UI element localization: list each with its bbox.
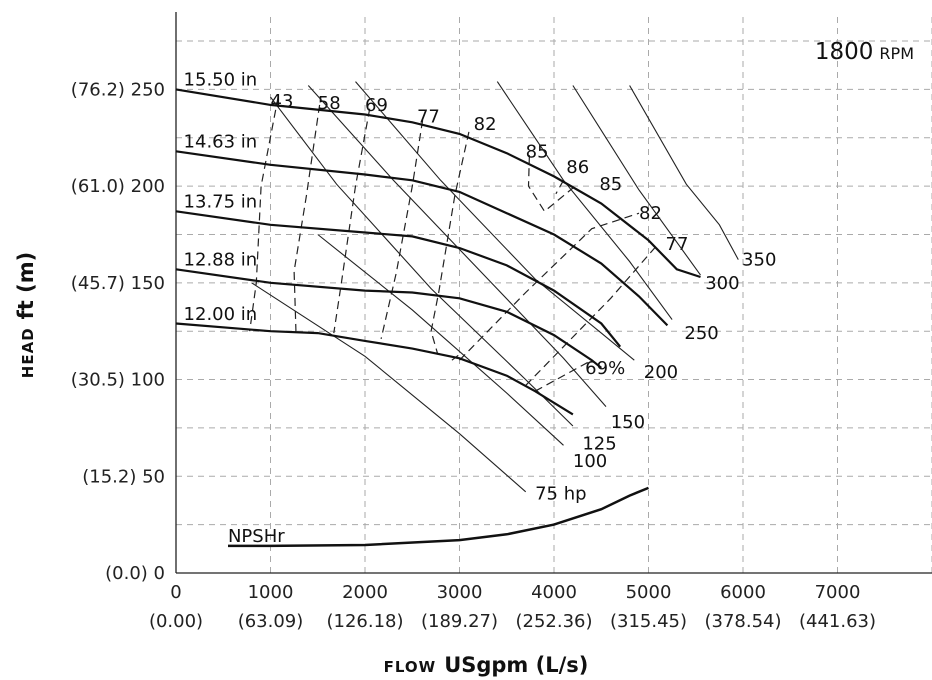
y-tick-label: (0.0) 0 (105, 563, 165, 584)
x-axis-title-units: USgpm (L/s) (444, 653, 588, 677)
y-tick-label: (76.2) 250 (71, 79, 165, 100)
power-curve-250 (496, 81, 673, 320)
x-tick-sublabel: (378.54) (704, 611, 781, 632)
x-tick-sublabel: (126.18) (326, 611, 403, 632)
x-tick-label: 7000 (815, 582, 861, 603)
speed-value: 1800 (815, 39, 874, 65)
power-label-250: 250 (684, 323, 718, 344)
y-tick-label: (45.7) 150 (71, 273, 165, 294)
x-tick-label: 0 (170, 582, 181, 603)
impeller-label-13-75-in: 13.75 in (184, 192, 258, 213)
power-curve-300 (572, 85, 701, 276)
power-curve-350 (629, 85, 739, 260)
power-curve-200 (355, 81, 635, 361)
npshr-label: NPSHr (228, 526, 285, 547)
efficiency-label-85: 85 (526, 141, 549, 162)
efficiency-curve-69 (534, 359, 593, 392)
power-curve-100 (317, 234, 564, 446)
impeller-curve-15-50-in (175, 88, 701, 279)
efficiency-curve-77 (380, 120, 424, 340)
power-label-125: 125 (582, 433, 616, 454)
y-axis-title: HEAD ft (m) (14, 252, 38, 378)
npshr-curve (228, 486, 649, 548)
y-tick-label: (15.2) 50 (82, 466, 165, 487)
impeller-curve-12-00-in (175, 322, 574, 416)
power-label-100: 100 (573, 451, 607, 472)
impeller-curve-13-75-in (175, 210, 622, 348)
x-tick-labels: 0 (0.00) 1000 (63.09) 2000 (126.18) 3000 (189.2… (149, 582, 876, 632)
efficiency-curve-58 (293, 104, 321, 334)
x-axis-title: FLOW USgpm (L/s) (384, 653, 589, 677)
speed-label: 1800 RPM (815, 39, 914, 65)
speed-unit: RPM (879, 44, 914, 63)
y-axis-title-units: ft (m) (14, 252, 38, 320)
power-curve-75-hp (251, 282, 527, 493)
power-label-300: 300 (705, 273, 739, 294)
power-label-350: 350 (742, 250, 776, 271)
x-tick-sublabel: (63.09) (238, 611, 304, 632)
y-tick-label: (61.0) 200 (71, 176, 165, 197)
efficiency-label-58: 58 (318, 93, 341, 114)
y-tick-labels: (0.0) 0 (15.2) 50 (30.5) 100 (45.7) 150 (61.… (71, 79, 165, 584)
efficiency-curve-82 (430, 131, 470, 355)
efficiency-label-85: 85 (599, 174, 622, 195)
x-tick-sublabel: (315.45) (610, 611, 687, 632)
efficiency-curve-77 (525, 243, 659, 386)
x-axis-title-word: FLOW (384, 658, 437, 676)
x-tick-sublabel: (252.36) (515, 611, 592, 632)
impeller-curves: 15.50 in 14.63 in 13.75 in 12.88 in 12.00 in (175, 70, 701, 416)
x-tick-label: 5000 (626, 582, 672, 603)
x-tick-label: 4000 (531, 582, 577, 603)
efficiency-curve-43 (249, 96, 279, 332)
efficiency-curve-86 (555, 180, 565, 195)
efficiency-curve-85 (527, 155, 574, 213)
power-curve-150 (307, 85, 607, 407)
power-label-150: 150 (611, 412, 645, 433)
axes (175, 12, 932, 574)
impeller-label-14-63-in: 14.63 in (184, 132, 258, 153)
efficiency-label-82: 82 (639, 203, 662, 224)
impeller-label-15-50-in: 15.50 in (184, 70, 258, 91)
x-tick-sublabel: (441.63) (799, 611, 876, 632)
impeller-curve-14-63-in (175, 150, 669, 327)
x-tick-sublabel: (189.27) (421, 611, 498, 632)
efficiency-label-77: 77 (666, 234, 689, 255)
efficiency-curve-69 (333, 108, 371, 334)
impeller-label-12-88-in: 12.88 in (184, 250, 258, 271)
x-tick-label: 1000 (248, 582, 294, 603)
impeller-curve-12-88-in (175, 268, 602, 369)
x-tick-label: 2000 (342, 582, 388, 603)
x-tick-label: 3000 (437, 582, 483, 603)
npshr-curve-group: NPSHr (228, 486, 649, 548)
y-axis-title-word: HEAD (19, 327, 37, 378)
x-tick-label: 6000 (720, 582, 766, 603)
x-tick-sublabel: (0.00) (149, 611, 203, 632)
efficiency-curve-82 (459, 212, 640, 361)
y-tick-label: (30.5) 100 (71, 370, 165, 391)
efficiency-label-86: 86 (566, 157, 589, 178)
efficiency-label-77: 77 (417, 106, 440, 127)
impeller-label-12-00-in: 12.00 in (184, 304, 258, 325)
power-label-200: 200 (644, 362, 678, 383)
efficiency-label-82: 82 (474, 114, 497, 135)
power-label-75-hp: 75 hp (535, 484, 586, 505)
